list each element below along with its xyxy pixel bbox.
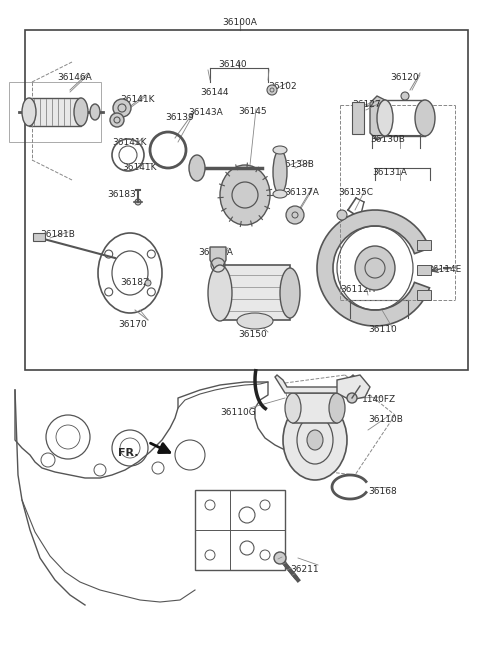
Circle shape [267,85,277,95]
Text: 36211: 36211 [290,565,319,574]
Text: 36138B: 36138B [279,160,314,169]
Bar [220,265,290,320]
Ellipse shape [377,100,393,136]
Text: 36112H: 36112H [340,285,375,294]
Bar [352,102,364,134]
Circle shape [145,280,151,286]
Text: 36181B: 36181B [40,230,75,239]
Circle shape [274,552,286,564]
Text: 36150: 36150 [238,330,267,339]
Ellipse shape [355,246,395,290]
Ellipse shape [22,98,36,126]
Ellipse shape [208,265,232,321]
Ellipse shape [237,313,273,329]
Text: 36120: 36120 [390,73,419,82]
Text: 36141K: 36141K [122,163,156,172]
Bar [417,240,431,250]
Ellipse shape [273,146,287,154]
Text: 36141K: 36141K [120,95,155,104]
Text: 36144: 36144 [200,88,228,97]
Ellipse shape [329,393,345,423]
Text: 36145: 36145 [238,107,266,116]
Text: 36137A: 36137A [284,188,319,197]
Text: 36139: 36139 [165,113,194,122]
Polygon shape [210,247,226,283]
Polygon shape [337,375,370,400]
Ellipse shape [113,99,131,117]
Text: 36170A: 36170A [198,248,233,257]
Text: 36170: 36170 [118,320,147,329]
Text: 36182: 36182 [120,278,149,287]
Text: 36114E: 36114E [427,265,461,274]
Text: 36140: 36140 [218,60,247,69]
Circle shape [286,206,304,224]
Text: 36110: 36110 [368,325,397,334]
Ellipse shape [110,113,124,127]
Ellipse shape [273,150,287,194]
Text: 36183: 36183 [107,190,136,199]
Text: 36168: 36168 [368,487,397,496]
Text: 36130B: 36130B [370,135,405,144]
Ellipse shape [415,100,435,136]
Ellipse shape [189,155,205,181]
Bar [417,265,431,275]
Ellipse shape [90,104,100,120]
Text: 36131A: 36131A [372,168,407,177]
Ellipse shape [280,268,300,318]
Ellipse shape [285,393,301,423]
Circle shape [347,393,357,403]
Polygon shape [370,96,385,140]
Text: FR.: FR. [118,448,139,458]
Text: 36100A: 36100A [223,18,257,27]
Ellipse shape [307,430,323,450]
Text: 36135C: 36135C [338,188,373,197]
Bar [293,393,337,423]
Text: 36146A: 36146A [57,73,92,82]
Circle shape [401,92,409,100]
Circle shape [135,199,141,205]
Text: 36141K: 36141K [112,138,146,147]
Text: 36102: 36102 [268,82,297,91]
Polygon shape [29,98,81,126]
Text: 36127A: 36127A [352,100,387,109]
Polygon shape [275,375,355,393]
Text: 36143A: 36143A [188,108,223,117]
Bar [195,490,285,570]
Ellipse shape [220,165,270,225]
Text: 36110G: 36110G [220,408,256,417]
Ellipse shape [283,400,347,480]
Wedge shape [317,210,430,326]
Circle shape [337,210,347,220]
Bar [33,233,45,241]
Ellipse shape [273,190,287,198]
Ellipse shape [74,98,88,126]
Text: 36110B: 36110B [368,415,403,424]
Bar [417,290,431,300]
Bar [25,30,468,370]
Text: 1140FZ: 1140FZ [362,395,396,404]
